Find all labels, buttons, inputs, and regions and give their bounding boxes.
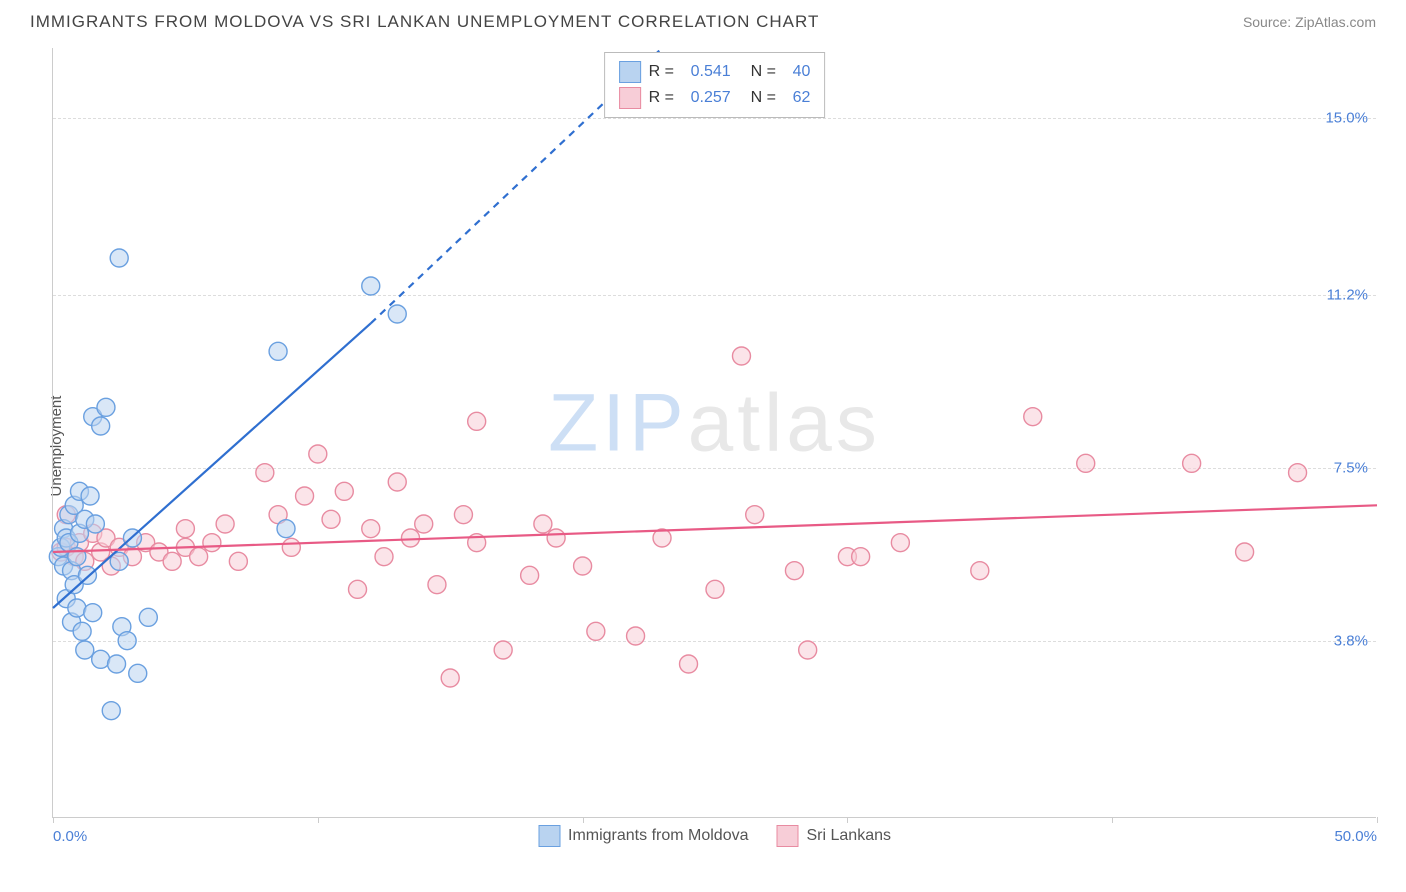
r-value-0: 0.541 (691, 63, 743, 81)
data-point (176, 520, 194, 538)
data-point (68, 599, 86, 617)
n-label: N = (751, 89, 785, 107)
data-point (799, 641, 817, 659)
data-point (388, 305, 406, 323)
r-label: R = (649, 63, 683, 81)
data-point (203, 534, 221, 552)
scatter-svg (53, 48, 1376, 817)
data-point (309, 445, 327, 463)
data-point (110, 249, 128, 267)
legend-label-1: Sri Lankans (807, 827, 892, 845)
data-point (84, 604, 102, 622)
data-point (627, 627, 645, 645)
legend-swatch-0 (619, 61, 641, 83)
n-value-0: 40 (793, 63, 811, 81)
data-point (108, 655, 126, 673)
xtick-label: 0.0% (53, 828, 87, 845)
series-legend: Immigrants from Moldova Sri Lankans (538, 825, 891, 847)
legend-swatch-bottom-0 (538, 825, 560, 847)
data-point (282, 538, 300, 556)
data-point (971, 562, 989, 580)
r-label: R = (649, 89, 683, 107)
data-point (190, 548, 208, 566)
trend-line (53, 323, 371, 608)
legend-row-series-1: R = 0.257 N = 62 (619, 85, 811, 111)
data-point (547, 529, 565, 547)
legend-swatch-1 (619, 87, 641, 109)
data-point (256, 464, 274, 482)
data-point (1024, 408, 1042, 426)
data-point (362, 520, 380, 538)
data-point (296, 487, 314, 505)
r-value-1: 0.257 (691, 89, 743, 107)
xtick (318, 817, 319, 823)
data-point (706, 580, 724, 598)
data-point (81, 487, 99, 505)
source-label: Source: ZipAtlas.com (1243, 14, 1376, 30)
data-point (746, 506, 764, 524)
chart-title: IMMIGRANTS FROM MOLDOVA VS SRI LANKAN UN… (30, 12, 819, 32)
data-point (1077, 454, 1095, 472)
data-point (229, 552, 247, 570)
xtick (583, 817, 584, 823)
data-point (163, 552, 181, 570)
data-point (1183, 454, 1201, 472)
data-point (322, 510, 340, 528)
data-point (454, 506, 472, 524)
data-point (73, 622, 91, 640)
data-point (269, 342, 287, 360)
n-label: N = (751, 63, 785, 81)
data-point (139, 608, 157, 626)
data-point (375, 548, 393, 566)
data-point (574, 557, 592, 575)
xtick (53, 817, 54, 823)
data-point (118, 632, 136, 650)
data-point (92, 650, 110, 668)
trend-line (53, 505, 1377, 552)
correlation-legend: R = 0.541 N = 40 R = 0.257 N = 62 (604, 52, 826, 118)
data-point (852, 548, 870, 566)
data-point (534, 515, 552, 533)
data-point (441, 669, 459, 687)
data-point (216, 515, 234, 533)
data-point (1236, 543, 1254, 561)
data-point (521, 566, 539, 584)
data-point (785, 562, 803, 580)
legend-swatch-bottom-1 (777, 825, 799, 847)
data-point (1289, 464, 1307, 482)
data-point (680, 655, 698, 673)
data-point (428, 576, 446, 594)
legend-item-1: Sri Lankans (777, 825, 892, 847)
data-point (277, 520, 295, 538)
data-point (97, 398, 115, 416)
data-point (468, 412, 486, 430)
xtick-label: 50.0% (1334, 828, 1377, 845)
data-point (401, 529, 419, 547)
legend-row-series-0: R = 0.541 N = 40 (619, 59, 811, 85)
xtick (1377, 817, 1378, 823)
xtick (847, 817, 848, 823)
data-point (349, 580, 367, 598)
data-point (335, 482, 353, 500)
data-point (92, 417, 110, 435)
data-point (415, 515, 433, 533)
data-point (388, 473, 406, 491)
data-point (129, 664, 147, 682)
chart-header: IMMIGRANTS FROM MOLDOVA VS SRI LANKAN UN… (0, 0, 1406, 40)
data-point (587, 622, 605, 640)
legend-label-0: Immigrants from Moldova (568, 827, 749, 845)
data-point (362, 277, 380, 295)
n-value-1: 62 (793, 89, 811, 107)
data-point (494, 641, 512, 659)
xtick (1112, 817, 1113, 823)
data-point (102, 702, 120, 720)
legend-item-0: Immigrants from Moldova (538, 825, 749, 847)
chart-plot-area: ZIPatlas 3.8%7.5%11.2%15.0% 0.0%50.0% R … (52, 48, 1376, 818)
data-point (732, 347, 750, 365)
data-point (891, 534, 909, 552)
data-point (86, 515, 104, 533)
data-point (76, 641, 94, 659)
